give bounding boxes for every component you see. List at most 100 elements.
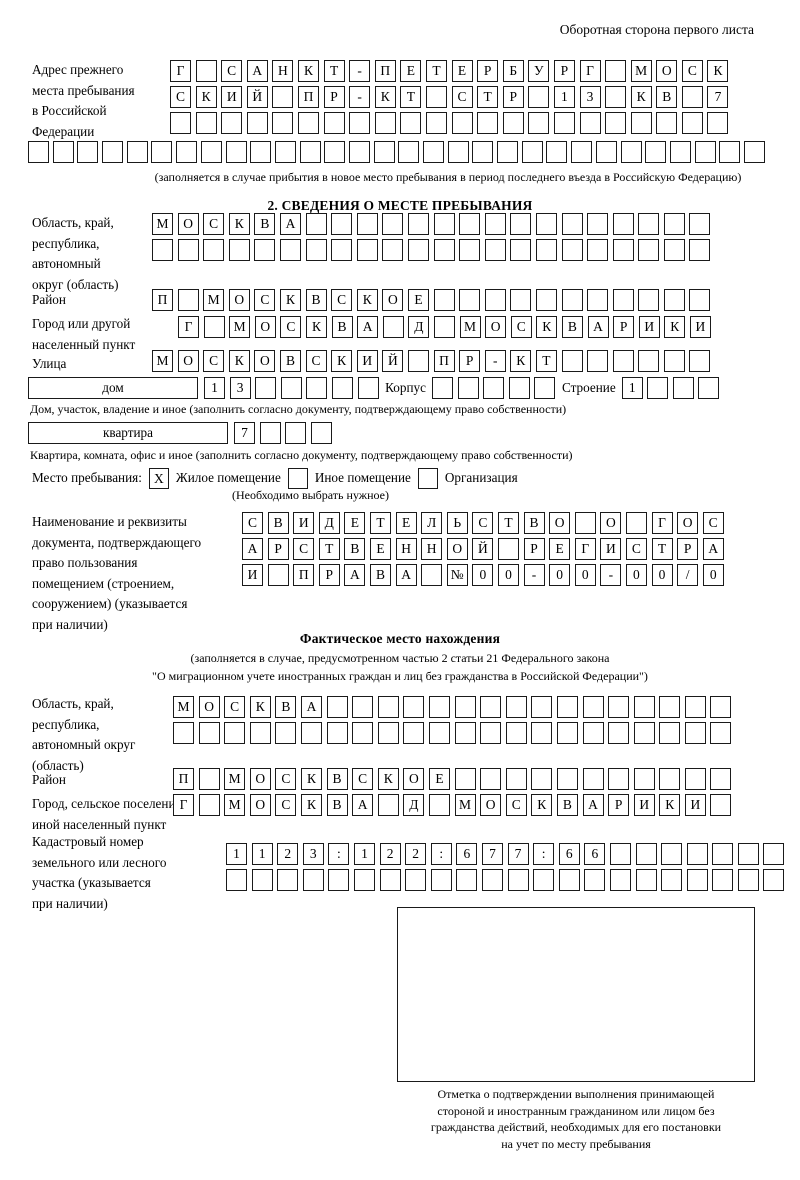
- char-cell[interactable]: [587, 213, 609, 235]
- char-cell[interactable]: [195, 60, 217, 82]
- char-cell[interactable]: [328, 869, 350, 891]
- char-cell[interactable]: К: [300, 768, 322, 790]
- char-cell[interactable]: [661, 843, 683, 865]
- char-cell[interactable]: В: [331, 316, 353, 338]
- char-cell[interactable]: [531, 768, 553, 790]
- char-cell[interactable]: [173, 722, 194, 744]
- char-cell[interactable]: М: [173, 696, 194, 718]
- char-cell[interactable]: [659, 722, 681, 744]
- checkbox-organizaciya[interactable]: [417, 468, 438, 489]
- char-cell[interactable]: К: [531, 794, 553, 816]
- char-cell[interactable]: Г: [651, 512, 673, 534]
- char-cell[interactable]: П: [374, 60, 396, 82]
- char-cell[interactable]: Е: [400, 60, 422, 82]
- char-cell[interactable]: О: [446, 538, 468, 560]
- char-cell[interactable]: [608, 722, 630, 744]
- korpus-cells[interactable]: [432, 377, 560, 399]
- char-cell[interactable]: [689, 289, 711, 311]
- char-cell[interactable]: [353, 869, 375, 891]
- char-cell[interactable]: И: [221, 86, 243, 108]
- char-cell[interactable]: [571, 141, 593, 163]
- char-cell[interactable]: И: [293, 512, 315, 534]
- char-cell[interactable]: [377, 794, 399, 816]
- char-cell[interactable]: [454, 768, 476, 790]
- char-cell[interactable]: [497, 538, 519, 560]
- char-cell[interactable]: С: [331, 289, 353, 311]
- char-cell[interactable]: [275, 722, 297, 744]
- cell-row[interactable]: [173, 722, 736, 748]
- char-cell[interactable]: [689, 239, 711, 261]
- char-cell[interactable]: Д: [403, 794, 425, 816]
- char-cell[interactable]: О: [249, 768, 271, 790]
- char-cell[interactable]: Т: [369, 512, 391, 534]
- char-cell[interactable]: 0: [574, 564, 596, 586]
- char-cell[interactable]: А: [279, 213, 301, 235]
- char-cell[interactable]: Ь: [446, 512, 468, 534]
- char-cell[interactable]: 7: [707, 86, 729, 108]
- char-cell[interactable]: П: [293, 564, 315, 586]
- char-cell[interactable]: [456, 869, 478, 891]
- char-cell[interactable]: О: [656, 60, 678, 82]
- stay-type-row[interactable]: Место пребывания: X Жилое помещение Иное…: [32, 468, 518, 489]
- char-cell[interactable]: [302, 869, 324, 891]
- char-cell[interactable]: [403, 696, 425, 718]
- char-cell[interactable]: [297, 112, 319, 134]
- char-cell[interactable]: [428, 696, 450, 718]
- char-cell[interactable]: [638, 239, 660, 261]
- char-cell[interactable]: М: [152, 213, 173, 235]
- char-cell[interactable]: [587, 239, 609, 261]
- char-cell[interactable]: Д: [318, 512, 340, 534]
- char-cell[interactable]: 3: [229, 377, 251, 399]
- char-cell[interactable]: О: [403, 768, 425, 790]
- cell-row[interactable]: [152, 239, 715, 265]
- char-cell[interactable]: К: [536, 316, 558, 338]
- char-cell[interactable]: [625, 512, 647, 534]
- char-cell[interactable]: 6: [558, 843, 580, 865]
- char-cell[interactable]: [195, 112, 217, 134]
- char-cell[interactable]: О: [177, 350, 199, 372]
- char-cell[interactable]: [274, 141, 296, 163]
- char-cell[interactable]: [198, 768, 220, 790]
- char-cell[interactable]: [743, 141, 765, 163]
- char-cell[interactable]: В: [369, 564, 391, 586]
- char-cell[interactable]: [356, 213, 378, 235]
- char-cell[interactable]: 6: [456, 843, 478, 865]
- char-cell[interactable]: [587, 289, 609, 311]
- char-cell[interactable]: №: [446, 564, 468, 586]
- char-cell[interactable]: И: [242, 564, 263, 586]
- char-cell[interactable]: В: [561, 316, 583, 338]
- char-cell[interactable]: К: [374, 86, 396, 108]
- char-cell[interactable]: [710, 768, 732, 790]
- char-cell[interactable]: [459, 289, 481, 311]
- char-cell[interactable]: [663, 350, 685, 372]
- char-cell[interactable]: 1: [226, 843, 247, 865]
- char-cell[interactable]: [400, 112, 422, 134]
- char-cell[interactable]: [407, 239, 429, 261]
- char-cell[interactable]: [582, 722, 604, 744]
- char-cell[interactable]: [681, 112, 703, 134]
- char-cell[interactable]: [221, 112, 243, 134]
- char-cell[interactable]: Р: [608, 794, 630, 816]
- char-cell[interactable]: В: [344, 538, 366, 560]
- char-cell[interactable]: [447, 141, 469, 163]
- char-cell[interactable]: С: [305, 350, 327, 372]
- char-cell[interactable]: [507, 869, 529, 891]
- char-cell[interactable]: -: [600, 564, 622, 586]
- char-cell[interactable]: [349, 112, 371, 134]
- char-cell[interactable]: [305, 239, 327, 261]
- char-cell[interactable]: К: [228, 213, 250, 235]
- char-cell[interactable]: [28, 141, 49, 163]
- char-cell[interactable]: [579, 112, 601, 134]
- char-cell[interactable]: К: [659, 794, 681, 816]
- cell-row[interactable]: И П Р А В А № 0 0-0 0-0 0/0: [242, 564, 728, 590]
- char-cell[interactable]: [505, 722, 527, 744]
- char-cell[interactable]: [398, 141, 420, 163]
- char-cell[interactable]: Й: [472, 538, 494, 560]
- char-cell[interactable]: [405, 869, 427, 891]
- char-cell[interactable]: [250, 141, 272, 163]
- char-cell[interactable]: Г: [574, 538, 596, 560]
